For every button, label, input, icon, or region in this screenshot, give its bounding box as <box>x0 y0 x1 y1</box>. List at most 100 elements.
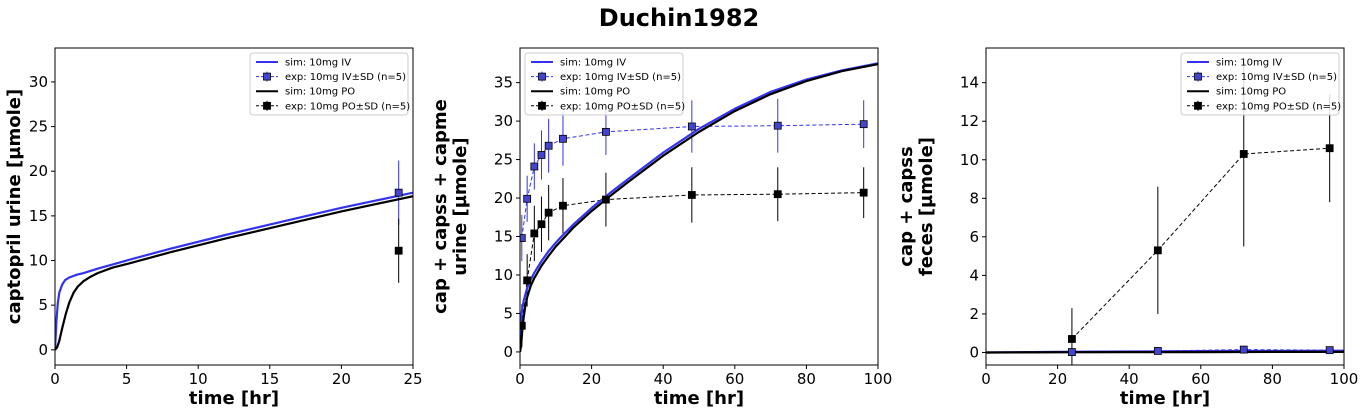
data-point-iv <box>602 127 610 136</box>
legend: sim: 10mg IV exp: 10mg IV±SD (n=5) sim: 10… <box>1180 52 1341 116</box>
legend-entry-label: sim: 10mg PO <box>1216 87 1286 98</box>
legend-swatch-marker <box>263 101 271 110</box>
legend-entry-label: exp: 10mg PO±SD (n=5) <box>285 101 410 112</box>
y-axis-label: feces [µmole] <box>916 137 937 276</box>
data-point-iv <box>394 188 403 197</box>
exp-line <box>521 192 864 326</box>
plot-area <box>55 160 413 351</box>
data-point-po <box>773 190 782 199</box>
y-tick-label: 0 <box>503 343 513 361</box>
sim-line-po <box>55 195 413 351</box>
legend-swatch-marker <box>538 101 546 110</box>
data-point-po <box>602 195 610 204</box>
x-axis-label: time [hr] <box>189 388 279 409</box>
data-point-iv <box>523 194 532 203</box>
data-point-iv <box>1068 348 1076 356</box>
data-point-iv <box>1239 345 1248 354</box>
y-axis-label: captopril urine [µmole] <box>4 89 25 324</box>
chart-panel-1: 0 5 10 15 20 25 0 5 10 15 20 25 30 time [hr] captopril… <box>4 47 423 409</box>
x-tick-label: 40 <box>654 370 673 388</box>
plot-area <box>986 61 1344 365</box>
x-tick-label: 5 <box>122 370 132 388</box>
axes-frame <box>985 47 1345 366</box>
data-point-po <box>1153 246 1162 255</box>
data-point-po <box>520 321 526 330</box>
y-tick-label: 8 <box>969 189 979 207</box>
y-tick-label: 6 <box>969 228 979 246</box>
x-tick-label: 40 <box>1120 370 1139 388</box>
y-tick-label: 10 <box>960 151 979 169</box>
axes-frame <box>519 47 879 366</box>
data-point-iv <box>859 120 868 129</box>
chart-panel-3: 0 20 40 60 80 100 0 2 4 6 8 10 12 14 time [hr] cap + ca… <box>896 47 1359 409</box>
y-tick-label: 15 <box>494 228 513 246</box>
exp-line <box>1071 147 1330 340</box>
data-point-iv <box>520 234 526 242</box>
data-point-iv <box>537 151 546 159</box>
x-axis-label: time [hr] <box>654 388 744 409</box>
y-tick-label: 30 <box>494 112 513 130</box>
x-tick-label: 80 <box>1263 370 1282 388</box>
data-point-iv <box>544 141 553 150</box>
y-tick-label: 5 <box>38 296 48 314</box>
figure-title: Duchin1982 <box>599 4 759 32</box>
data-point-iv <box>1325 346 1334 355</box>
y-tick-label: 25 <box>29 118 48 136</box>
legend-swatch-marker <box>1194 101 1202 110</box>
chart-panel-2: 0 20 40 60 80 100 0 5 10 15 20 25 30 35 time [hr] cap +… <box>430 47 893 409</box>
data-point-po <box>537 220 546 229</box>
plot-area <box>520 62 878 353</box>
legend-entry-label: sim: 10mg PO <box>560 87 630 98</box>
exp-line <box>521 123 864 239</box>
legend-box <box>249 52 409 116</box>
x-tick-label: 100 <box>864 370 893 388</box>
legend-entry-label: exp: 10mg PO±SD (n=5) <box>1216 101 1341 112</box>
y-axis-label: cap + capss + capme <box>430 99 451 314</box>
y-tick-label: 20 <box>494 189 513 207</box>
legend-entry-label: exp: 10mg IV±SD (n=5) <box>560 72 681 83</box>
x-tick-label: 60 <box>1191 370 1210 388</box>
y-tick-label: 0 <box>38 341 48 359</box>
x-tick-label: 10 <box>189 370 208 388</box>
y-tick-label: 15 <box>29 207 48 225</box>
legend-swatch-marker <box>263 72 271 81</box>
data-point-po <box>544 208 553 217</box>
x-tick-label: 80 <box>797 370 816 388</box>
legend-entry-label: exp: 10mg IV±SD (n=5) <box>285 72 406 83</box>
x-tick-label: 0 <box>50 370 60 388</box>
data-point-iv <box>687 122 696 131</box>
sim-line-po <box>520 63 878 353</box>
legend-entry-label: sim: 10mg IV <box>560 58 626 69</box>
y-tick-label: 20 <box>29 162 48 180</box>
x-tick-label: 100 <box>1330 370 1359 388</box>
axes-frame <box>54 47 414 366</box>
x-tick-label: 60 <box>725 370 744 388</box>
sim-line-po <box>986 350 1344 354</box>
data-point-po <box>394 246 403 255</box>
y-axis-label: urine [µmole] <box>450 137 471 275</box>
data-point-iv <box>530 162 539 171</box>
data-point-po <box>559 201 567 210</box>
legend-swatch-marker <box>538 72 546 81</box>
data-point-po <box>523 276 532 285</box>
data-point-po <box>530 229 539 238</box>
y-tick-label: 12 <box>960 112 979 130</box>
data-point-iv <box>1153 347 1162 355</box>
y-tick-label: 14 <box>960 74 979 92</box>
x-tick-label: 0 <box>515 370 525 388</box>
y-tick-label: 0 <box>969 343 979 361</box>
legend-entry-label: sim: 10mg PO <box>285 87 355 98</box>
legend: sim: 10mg IV exp: 10mg IV±SD (n=5) sim: 10… <box>249 52 410 116</box>
y-tick-label: 25 <box>494 151 513 169</box>
data-point-po <box>1239 150 1248 158</box>
y-tick-label: 2 <box>969 305 979 323</box>
legend-entry-label: sim: 10mg IV <box>285 58 351 69</box>
x-tick-label: 15 <box>260 370 279 388</box>
data-point-po <box>1068 335 1076 343</box>
data-point-po <box>1325 144 1334 153</box>
legend-entry-label: exp: 10mg PO±SD (n=5) <box>560 101 685 112</box>
x-tick-label: 25 <box>403 370 422 388</box>
data-point-iv <box>559 134 567 143</box>
